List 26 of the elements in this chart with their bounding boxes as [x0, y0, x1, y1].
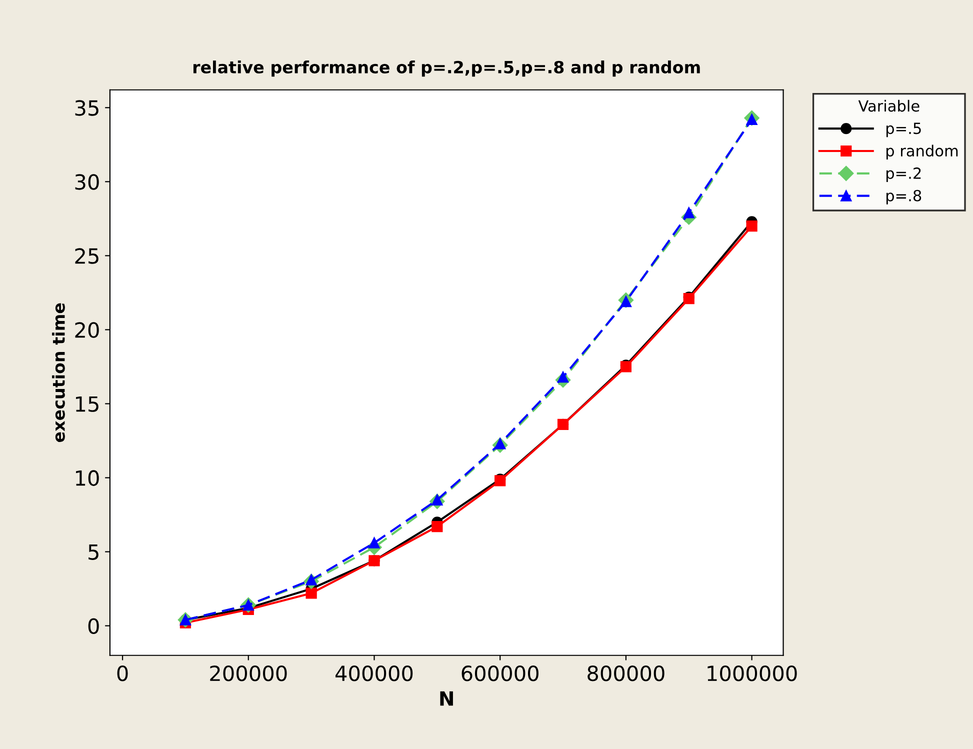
point — [306, 588, 317, 599]
x-axis-title: N — [440, 691, 453, 706]
x-tick-label: 0 — [117, 665, 128, 682]
y-tick-label: 35 — [75, 100, 98, 116]
x-tick-label: 800000 — [588, 665, 664, 682]
y-tick-label: 0 — [88, 618, 99, 634]
point — [432, 521, 443, 532]
y-tick-label: 20 — [75, 322, 99, 338]
y-tick-label: 15 — [76, 396, 98, 412]
point — [746, 220, 758, 232]
legend-label: p=.5 — [886, 122, 921, 138]
legend-title: Variable — [858, 100, 920, 112]
x-tick-label: 200000 — [210, 665, 287, 682]
x-tick-label: 400000 — [335, 665, 413, 682]
point — [368, 537, 380, 548]
y-axis-title: execution time — [52, 303, 65, 442]
legend-label: p=.8 — [886, 190, 922, 204]
y-tick-label: 10 — [76, 470, 99, 486]
chart-title: relative performance of p=.2,p=.5,p=.8 and p random — [193, 60, 700, 77]
x-tick-label: 1000000 — [708, 665, 797, 682]
x-tick-label: 600000 — [462, 665, 538, 682]
legend-label: p random — [886, 144, 958, 160]
legend-label: p=.2 — [886, 167, 921, 182]
y-tick-label: 5 — [88, 544, 98, 560]
y-tick-label: 25 — [75, 248, 98, 264]
y-tick-label: 30 — [75, 174, 99, 190]
